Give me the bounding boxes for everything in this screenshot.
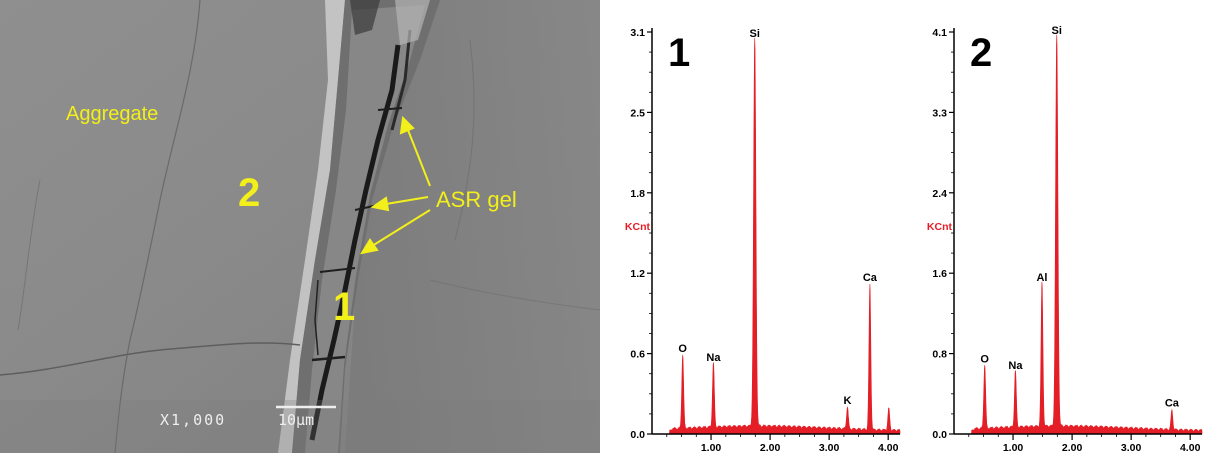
x-tick-label: 1.00	[701, 442, 722, 453]
x-tick-label: 1.00	[1003, 442, 1024, 453]
y-tick-label: 0.0	[630, 429, 645, 441]
magnification-label: X1,000	[160, 411, 226, 429]
x-tick-label: 3.00	[819, 442, 840, 453]
y-tick-label: 1.8	[630, 188, 645, 200]
panel-label: 2	[970, 31, 992, 75]
peak-label-si: Si	[1052, 25, 1062, 37]
y-tick-label: 4.1	[932, 27, 947, 39]
y-tick-label: 2.4	[932, 188, 947, 200]
y-axis-label: KCnt	[927, 221, 953, 233]
y-tick-label: 3.1	[630, 27, 645, 39]
x-tick-label: 4.00	[1180, 442, 1201, 453]
peak-label-k: K	[843, 395, 851, 407]
y-tick-label: 1.6	[932, 268, 947, 280]
peak-label-si: Si	[750, 28, 760, 40]
asr-gel-label: ASR gel	[436, 187, 517, 212]
y-axis-label: KCnt	[625, 221, 651, 233]
peak-label-na: Na	[706, 352, 721, 364]
x-tick-label: 2.00	[760, 442, 781, 453]
arrow-group	[359, 115, 431, 255]
y-tick-label: 2.5	[630, 107, 645, 119]
x-tick-label: 4.00	[878, 442, 899, 453]
panel-label: 1	[668, 31, 690, 75]
peak-label-o: O	[678, 343, 687, 355]
peak-label-ca: Ca	[1165, 397, 1180, 409]
peak-label-al: Al	[1036, 272, 1047, 284]
spectrum-trace	[954, 34, 1203, 435]
y-tick-label: 0.8	[932, 349, 947, 361]
peak-label-o: O	[980, 353, 989, 365]
spectrum-trace	[652, 37, 901, 435]
eds-spectrum-1: 0.0 0.6 1.2 1.8 2.5 3.1 1.00 2.00 3.00 4.00 KCnt 1 O…	[625, 27, 901, 453]
x-tick-label: 2.00	[1062, 442, 1083, 453]
y-tick-label: 0.0	[932, 429, 947, 441]
eds-spectrum-2: 0.0 0.8 1.6 2.4 3.3 4.1 1.00 2.00 3.00 4.00 KCnt 2 O…	[927, 25, 1203, 453]
aggregate-label: Aggregate	[66, 103, 158, 125]
scale-bar-label: 10µm	[278, 411, 314, 429]
sem-micrograph: Aggregate ASR gel 2 1 X1,000 10µm	[0, 0, 600, 453]
y-tick-label: 0.6	[630, 349, 645, 361]
region-1-label: 1	[333, 285, 355, 329]
region-2-label: 2	[238, 171, 260, 215]
y-tick-label: 1.2	[630, 268, 645, 280]
peak-label-na: Na	[1008, 360, 1023, 372]
y-tick-label: 3.3	[932, 107, 947, 119]
x-tick-label: 3.00	[1121, 442, 1142, 453]
peak-label-ca: Ca	[863, 272, 878, 284]
